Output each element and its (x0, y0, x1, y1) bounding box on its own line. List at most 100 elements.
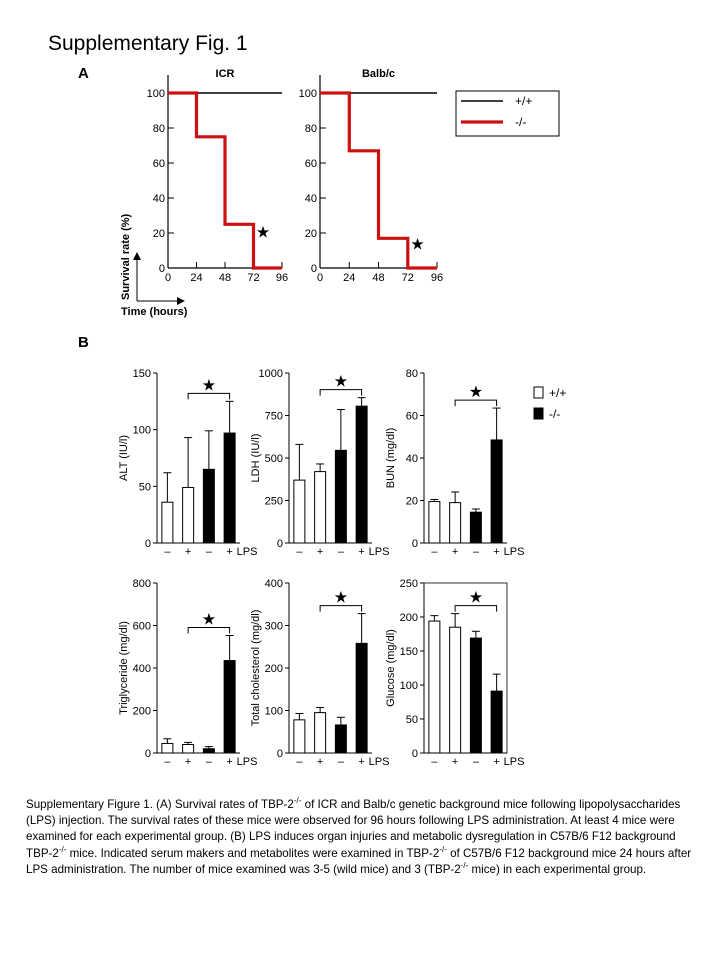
x-tick-label: + (452, 756, 458, 768)
x-tick-label: – (473, 756, 480, 768)
survival-y-axis-label: Survival rate (%) (120, 213, 132, 300)
y-tick-label: 60 (153, 158, 165, 170)
y-tick-label: 0 (277, 748, 283, 760)
bar-wildtype (449, 502, 462, 544)
bar-wildtype (314, 471, 327, 544)
y-tick-label: 0 (145, 538, 151, 550)
significance-star: ★ (202, 377, 216, 394)
y-tick-label: 0 (412, 538, 418, 550)
legend-label: -/- (515, 115, 526, 129)
x-tick-label: + (185, 756, 191, 768)
y-tick-label: 50 (406, 714, 418, 726)
y-tick-label: 100 (133, 425, 151, 437)
significance-star: ★ (202, 611, 216, 628)
y-tick-label: 1000 (259, 368, 283, 380)
y-tick-label: 300 (265, 621, 283, 633)
legend-box (455, 90, 560, 137)
lps-label: LPS (369, 756, 390, 768)
significance-star: ★ (334, 590, 348, 607)
y-axis-label: BUN (mg/dl) (385, 428, 397, 489)
lps-label: LPS (504, 756, 525, 768)
bar-knockout (355, 642, 368, 754)
bar-knockout (469, 511, 482, 544)
significance-bracket (454, 399, 498, 407)
y-tick-label: 20 (305, 228, 317, 240)
x-tick-label: – (164, 546, 171, 558)
x-tick-label: + (452, 546, 458, 558)
x-tick-label: 0 (317, 272, 323, 284)
x-tick-label: – (431, 756, 438, 768)
x-tick-label: 48 (219, 272, 231, 284)
significance-star: ★ (410, 237, 424, 254)
lps-label: LPS (237, 546, 258, 558)
y-tick-label: 0 (412, 748, 418, 760)
x-tick-label: – (164, 756, 171, 768)
x-tick-label: 24 (343, 272, 355, 284)
survival-line-knockout (168, 91, 282, 270)
x-tick-label: 24 (190, 272, 202, 284)
y-tick-label: 600 (133, 621, 151, 633)
bar-wildtype (293, 479, 306, 544)
panel-a: ICR 0 20 40 60 80 100 0 24 48 72 96 ★ Balb/c 0 20 40 60 80… (120, 68, 560, 318)
y-tick-label: 40 (406, 453, 418, 465)
y-tick-label: 0 (145, 748, 151, 760)
y-orientation-arrowhead (133, 252, 141, 260)
significance-star: ★ (256, 224, 270, 241)
y-tick-label: 80 (406, 368, 418, 380)
y-tick-label: 400 (265, 578, 283, 590)
y-tick-label: 800 (133, 578, 151, 590)
panel-a-label: A (78, 65, 89, 82)
panel-b-label: B (78, 334, 89, 351)
y-axis-label: ALT (IU/l) (118, 435, 130, 481)
x-tick-label: – (206, 756, 213, 768)
x-tick-label: + (226, 756, 232, 768)
lps-label: LPS (237, 756, 258, 768)
bar-wildtype (314, 712, 327, 754)
bar-wildtype (182, 486, 195, 544)
x-tick-label: + (317, 546, 323, 558)
significance-bracket (454, 605, 498, 612)
y-tick-label: 20 (153, 228, 165, 240)
x-tick-label: – (296, 756, 303, 768)
x-tick-label: 72 (402, 272, 414, 284)
bar-wildtype (293, 719, 306, 754)
bar-wildtype (428, 620, 441, 754)
x-tick-label: + (493, 546, 499, 558)
y-tick-label: 100 (299, 88, 317, 100)
bar-chart-6: 0 100 200 300 400 Total cholesterol (mg/dl) – +… (250, 578, 389, 768)
y-axis-label: LDH (IU/l) (250, 434, 262, 483)
y-tick-label: 80 (305, 123, 317, 135)
x-tick-label: – (431, 546, 438, 558)
y-tick-label: 750 (265, 411, 283, 423)
y-tick-label: 0 (277, 538, 283, 550)
survival-chart-0: ICR 0 20 40 60 80 100 0 24 48 72 96 ★ (147, 68, 288, 284)
y-tick-label: 40 (153, 193, 165, 205)
x-tick-label: 96 (431, 272, 443, 284)
lps-label: LPS (369, 546, 390, 558)
legend-label: +/+ (515, 94, 532, 108)
bar-legend: +/+ -/- (533, 386, 566, 421)
x-tick-label: 72 (247, 272, 259, 284)
lps-label: LPS (504, 546, 525, 558)
bar-wildtype (161, 742, 174, 754)
x-tick-label: + (358, 756, 364, 768)
survival-x-axis-label: Time (hours) (121, 306, 188, 318)
y-tick-label: 60 (305, 158, 317, 170)
x-tick-label: + (358, 546, 364, 558)
x-tick-label: – (206, 546, 213, 558)
y-tick-label: 0 (159, 263, 165, 275)
bar-knockout (202, 748, 215, 754)
y-axis-label: Triglyceride (mg/dl) (118, 621, 130, 715)
significance-star: ★ (334, 374, 348, 391)
significance-star: ★ (469, 590, 483, 607)
y-tick-label: 60 (406, 411, 418, 423)
figure-caption: Supplementary Figure 1. (A) Survival rat… (26, 796, 692, 876)
x-tick-label: 96 (276, 272, 288, 284)
bar-chart-5: 0 200 400 600 800 Triglyceride (mg/dl) – + – + LPS… (118, 578, 257, 768)
y-tick-label: 500 (265, 453, 283, 465)
y-tick-label: 150 (400, 646, 418, 658)
bar-knockout (469, 637, 482, 754)
legend-swatch-wildtype (533, 386, 544, 399)
